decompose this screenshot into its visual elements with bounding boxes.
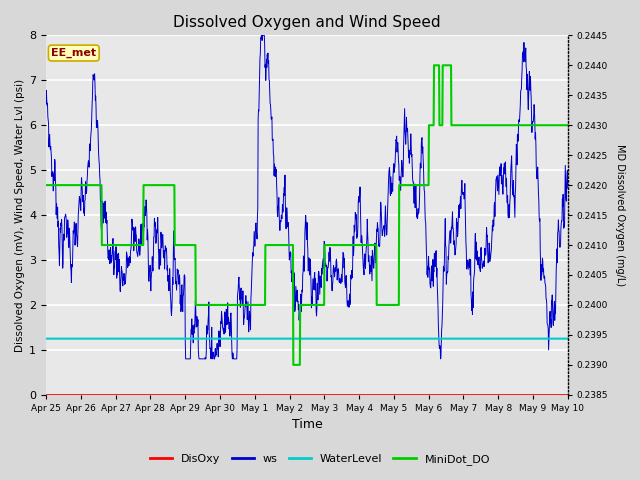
X-axis label: Time: Time	[292, 419, 323, 432]
Text: EE_met: EE_met	[51, 48, 97, 58]
Y-axis label: MD Dissolved Oxygen (mg/L): MD Dissolved Oxygen (mg/L)	[615, 144, 625, 286]
Title: Dissolved Oxygen and Wind Speed: Dissolved Oxygen and Wind Speed	[173, 15, 441, 30]
Y-axis label: Dissolved Oxygen (mV), Wind Speed, Water Lvl (psi): Dissolved Oxygen (mV), Wind Speed, Water…	[15, 79, 25, 352]
Legend: DisOxy, ws, WaterLevel, MiniDot_DO: DisOxy, ws, WaterLevel, MiniDot_DO	[145, 450, 495, 469]
